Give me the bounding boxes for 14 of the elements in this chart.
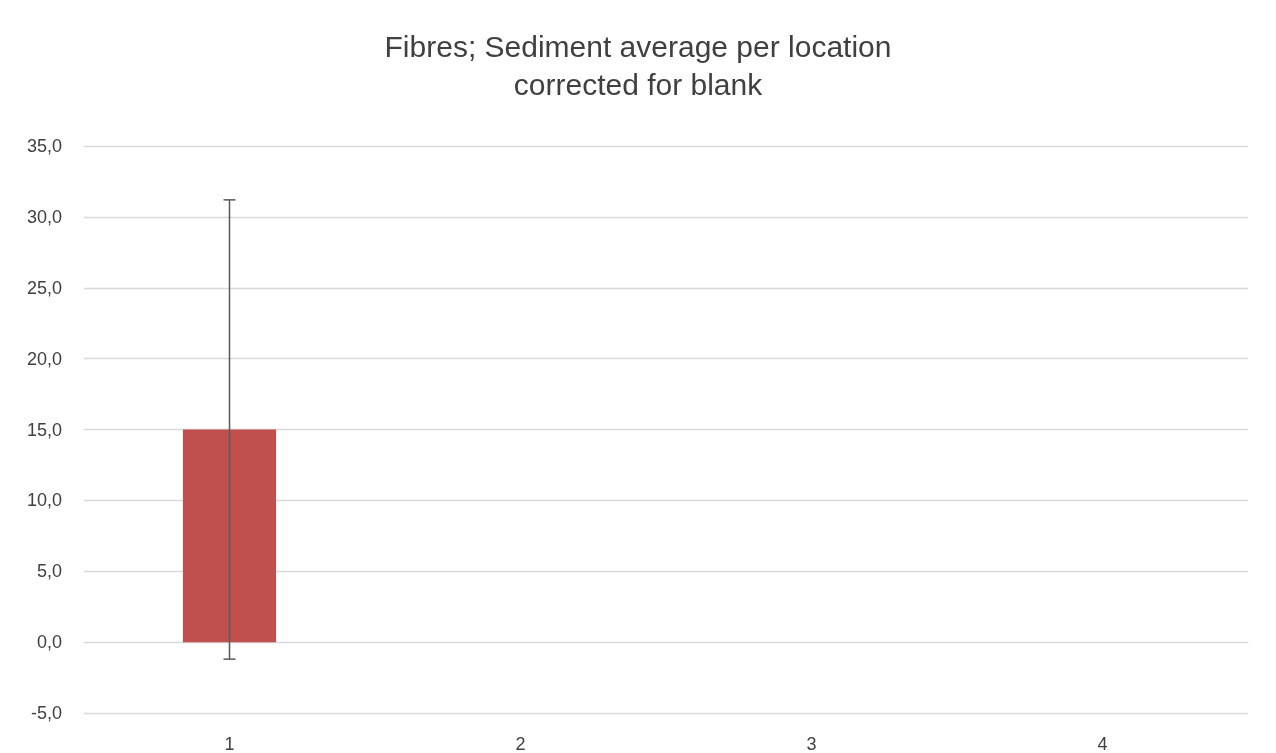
- y-tick-label: 20,0: [26, 348, 62, 369]
- x-tick-label: 1: [224, 734, 235, 753]
- y-tick-label: 35,0: [26, 136, 62, 156]
- y-tick-label: 25,0: [26, 277, 62, 298]
- y-tick-label: 30,0: [26, 206, 62, 227]
- y-tick-label: -5,0: [30, 703, 62, 723]
- x-tick-label: 2: [515, 734, 526, 753]
- y-tick-label: 5,0: [36, 561, 62, 582]
- y-tick-label: 10,0: [26, 490, 62, 511]
- y-tick-label: 0,0: [36, 632, 62, 653]
- y-tick-label: 15,0: [26, 419, 62, 440]
- x-tick-label: 3: [806, 734, 817, 753]
- x-tick-label: 4: [1097, 734, 1108, 753]
- chart-title: Fibres; Sediment average per location corrected for blank: [384, 29, 892, 101]
